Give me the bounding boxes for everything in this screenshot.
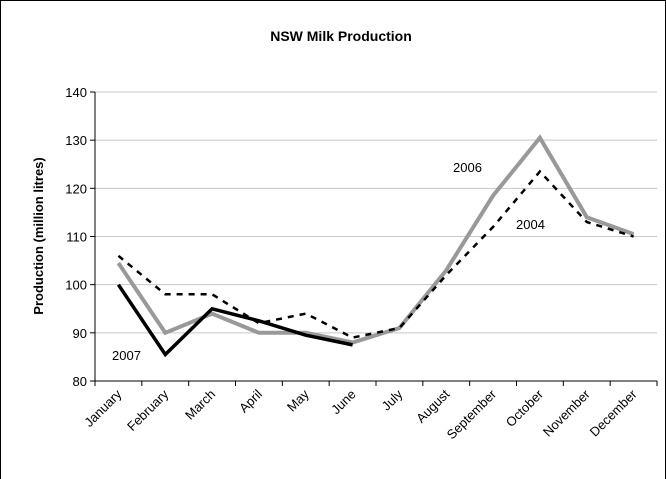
x-tick-label: January — [81, 386, 125, 430]
series-label-2004: 2004 — [516, 217, 545, 232]
series-line-2006 — [116, 134, 635, 345]
y-tick-label: 80 — [73, 374, 87, 389]
x-tick-label: February — [124, 386, 172, 434]
y-tick-label: 130 — [65, 133, 87, 148]
x-tick-label: May — [284, 386, 312, 414]
series-label-2006: 2006 — [453, 160, 482, 175]
x-tick-label: September — [444, 386, 500, 442]
series-line-2007 — [116, 283, 353, 358]
y-axis-label: Production (million litres) — [31, 157, 46, 314]
chart-title: NSW Milk Production — [270, 28, 412, 44]
series-annotations: 2006 2004 2007 — [112, 160, 545, 363]
y-tick-label: 120 — [65, 181, 87, 196]
x-tick-label: June — [328, 387, 359, 418]
x-tick-label: October — [503, 386, 547, 430]
series-lines — [116, 134, 635, 358]
axes: 80 90 100 110 120 130 140 January February March A… — [65, 85, 658, 442]
series-label-2007: 2007 — [112, 348, 141, 363]
y-tick-label: 110 — [66, 230, 87, 245]
grid-lines — [95, 91, 657, 334]
x-tick-label: July — [379, 386, 406, 413]
x-tick-label: April — [236, 386, 265, 415]
y-tick-label: 140 — [65, 85, 87, 100]
x-tick-label: August — [413, 386, 452, 425]
y-tick-label: 100 — [65, 278, 87, 293]
x-tick-label: December — [587, 386, 640, 439]
series-line-2004 — [117, 169, 634, 339]
x-tick-label: March — [182, 387, 218, 423]
x-tick-label: November — [540, 386, 593, 439]
y-tick-label: 90 — [73, 326, 87, 341]
